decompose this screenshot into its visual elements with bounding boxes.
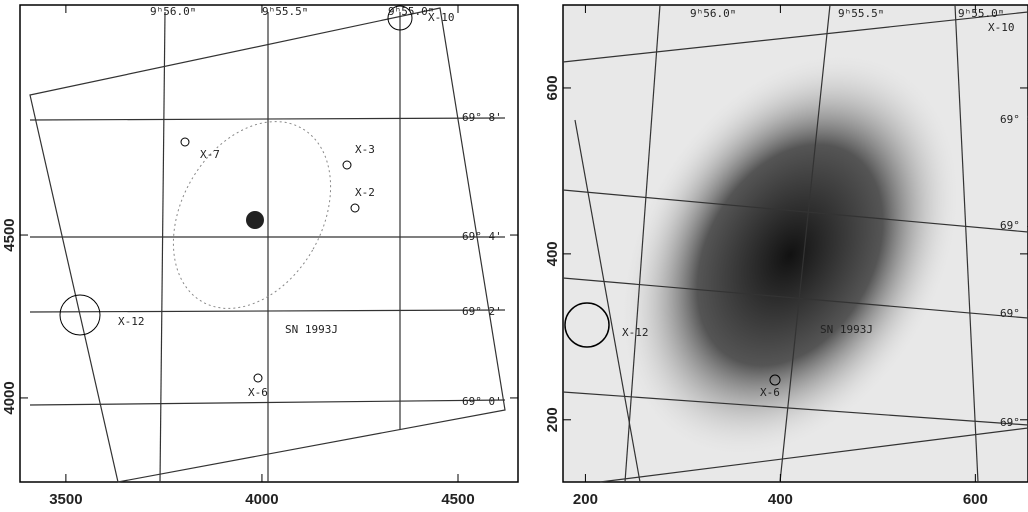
annotation: SN 1993J (285, 323, 338, 336)
annotation: X-7 (200, 148, 220, 161)
annotation: 9ʰ55.5ᵐ (838, 7, 884, 20)
annotation: 9ʰ55.5ᵐ (262, 5, 308, 18)
y-tick-label: 4000 (1, 381, 18, 414)
annotation: 69° 8' (1000, 113, 1028, 126)
annotation: 69° 0' (462, 395, 502, 408)
annotation: X-2 (355, 186, 375, 199)
annotation: X-12 (118, 315, 145, 328)
annotation: X-3 (355, 143, 375, 156)
annotation: SN 1993J (820, 323, 873, 336)
x-tick-label: 3500 (49, 491, 82, 508)
y-tick-label: 400 (544, 241, 561, 266)
left-image (19, 4, 519, 483)
annotation: X-10 (988, 21, 1015, 34)
annotation: X-6 (248, 386, 268, 399)
annotation: X-6 (760, 386, 780, 399)
annotation: 9ʰ56.0ᵐ (150, 5, 196, 18)
x-tick-label: 4000 (245, 491, 278, 508)
annotation: 69° 2' (1000, 307, 1028, 320)
annotation: 9ʰ55.0ᵐ (388, 5, 434, 18)
annotation: 69° 8' (462, 111, 502, 124)
annotation: X-12 (622, 326, 649, 339)
x-tick-label: 400 (768, 491, 793, 508)
annotation: 69° 4' (1000, 219, 1028, 232)
y-tick-label: 4500 (1, 218, 18, 251)
annotation: 9ʰ56.0ᵐ (690, 7, 736, 20)
x-tick-label: 200 (573, 491, 598, 508)
x-tick-label: 600 (963, 491, 988, 508)
y-tick-label: 600 (544, 75, 561, 100)
right-image (562, 4, 1028, 483)
annotation: X-10 (428, 11, 455, 24)
annotation: 69° 0' (1000, 416, 1028, 429)
annotation: 69° 2' (462, 305, 502, 318)
annotation: 9ʰ55.0ᵐ (958, 7, 1004, 20)
x-tick-label: 4500 (441, 491, 474, 508)
annotation: 69° 4' (462, 230, 502, 243)
y-tick-label: 200 (544, 407, 561, 432)
